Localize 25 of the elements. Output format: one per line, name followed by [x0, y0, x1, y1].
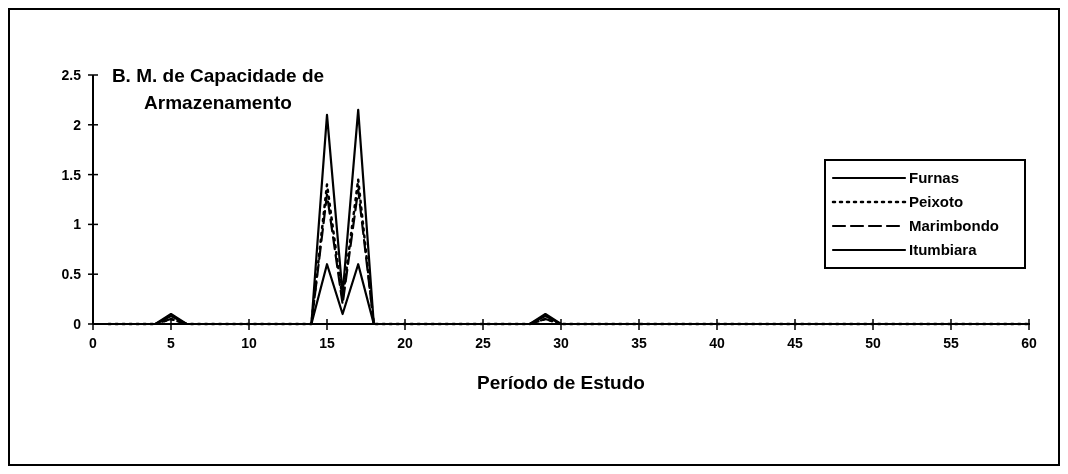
- x-tick-label: 0: [89, 335, 98, 351]
- x-tick-label: 30: [553, 335, 569, 351]
- y-tick-label: 0: [73, 315, 82, 332]
- y-tick-label: 2: [73, 116, 82, 133]
- y-tick-label: 1: [73, 216, 82, 233]
- x-axis-title: Período de Estudo: [477, 372, 645, 393]
- x-tick-label: 55: [943, 335, 959, 351]
- x-tick-label: 45: [787, 335, 803, 351]
- x-tick-label: 15: [319, 335, 335, 351]
- x-tick-label: 35: [631, 335, 647, 351]
- x-tick-label: 20: [397, 335, 413, 351]
- y-tick-label: 0.5: [61, 266, 82, 283]
- legend-label: Itumbiara: [909, 241, 978, 259]
- x-tick-label: 5: [167, 335, 176, 351]
- legend-label: Peixoto: [909, 193, 964, 211]
- legend-label: Marimbondo: [909, 217, 999, 235]
- chart-title: B. M. de Capacidade de Armazenamento: [111, 65, 325, 113]
- y-tick-label: 2.5: [61, 66, 82, 83]
- legend-label: Furnas: [909, 169, 960, 187]
- x-tick-label: 40: [709, 335, 725, 351]
- x-tick-label: 60: [1021, 335, 1037, 351]
- x-tick-label: 25: [475, 335, 491, 351]
- x-tick-label: 50: [865, 335, 881, 351]
- y-tick-label: 1.5: [61, 166, 82, 183]
- x-tick-label: 10: [241, 335, 257, 351]
